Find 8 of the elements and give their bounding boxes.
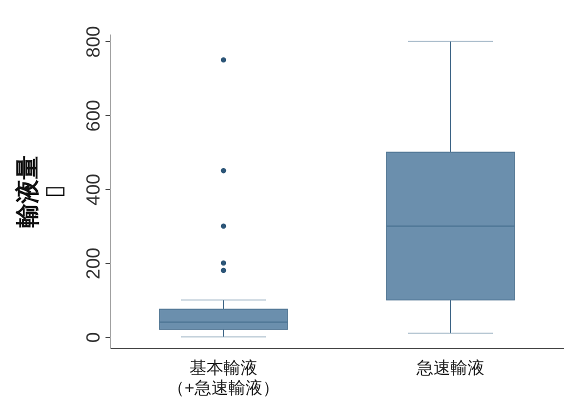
y-tick-label: 200 xyxy=(84,248,104,280)
x-tick-label: 急速輸液 xyxy=(416,358,484,378)
y-tick-label: 600 xyxy=(84,100,104,132)
y-tick-label: 400 xyxy=(84,174,104,206)
y-tick-label: 0 xyxy=(84,332,104,343)
y-tick-label: 800 xyxy=(84,26,104,58)
x-tick-label: 基本輸液（+急速輸液） xyxy=(168,358,280,398)
y-axis-title: 輸液量 ▯ xyxy=(14,156,68,228)
